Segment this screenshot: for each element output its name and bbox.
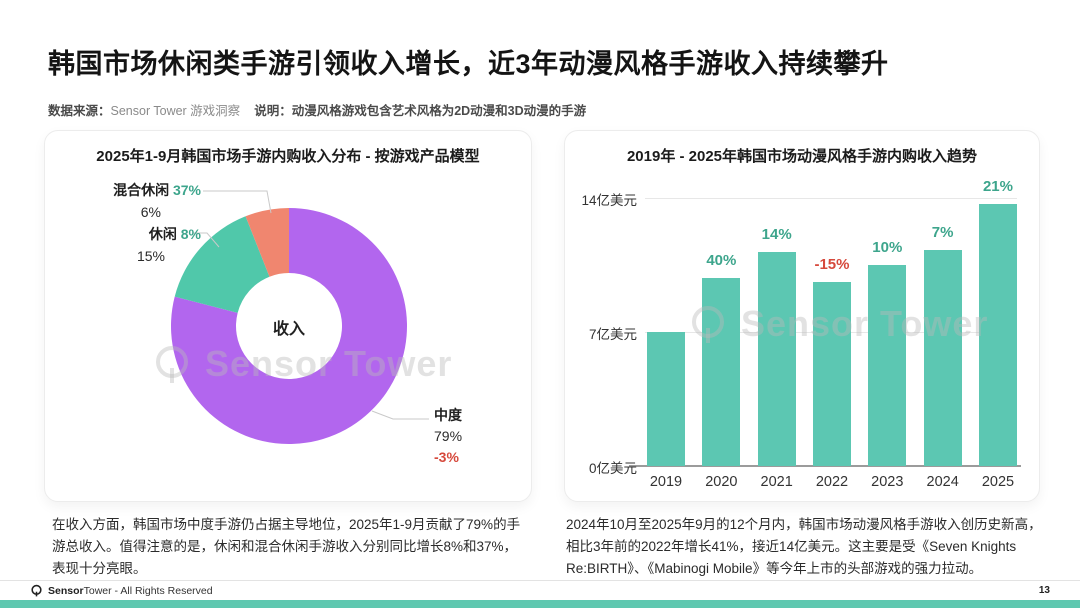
- donut-chart: 混合休闲 37% 6% 休闲 8% 15% 中度 79% -3% 收入: [45, 171, 533, 503]
- bar-growth-label-2024: 7%: [931, 223, 954, 241]
- bar-chart-title: 2019年 - 2025年韩国市场动漫风格手游内购收入趋势: [626, 148, 978, 165]
- segment-share: 15%: [136, 248, 165, 264]
- bar-growth-label-2025: 21%: [982, 177, 1013, 195]
- donut-chart-card: 2025年1-9月韩国市场手游内购收入分布 - 按游戏产品模型 混合休闲 37%…: [44, 130, 532, 502]
- source-line: 数据来源：Sensor Tower 游戏洞察 说明：动漫风格游戏包含艺术风格为2D…: [48, 100, 586, 119]
- bar-2023: [868, 265, 907, 466]
- bar-2025: [978, 203, 1017, 466]
- donut-chart-title: 2025年1-9月韩国市场手游内购收入分布 - 按游戏产品模型: [96, 148, 480, 165]
- bar-2019: [647, 332, 685, 466]
- bar-growth-label-2020: 40%: [706, 252, 737, 270]
- x-category-label-2021: 2021: [760, 474, 793, 490]
- footer-brand: SensorTower - All Rights Reserved: [30, 584, 213, 597]
- segment-yoy: 37%: [172, 182, 201, 198]
- commentary-right: 2024年10月至2025年9月的12个月内，韩国市场动漫风格手游收入创历史新高…: [566, 517, 1042, 576]
- x-category-label-2025: 2025: [981, 474, 1015, 490]
- page-title: 韩国市场休闲类手游引领收入增长，近3年动漫风格手游收入持续攀升: [48, 49, 889, 79]
- source-label: 数据来源：: [48, 104, 111, 118]
- bottom-accent-bar: [0, 600, 1080, 608]
- bar-chart-card: 2019年 - 2025年韩国市场动漫风格手游内购收入趋势 0亿美元 7亿美元 14…: [564, 130, 1040, 502]
- commentary-left: 在收入方面，韩国市场中度手游仍占据主导地位，2025年1-9月贡献了79%的手游…: [52, 517, 521, 576]
- segment-label: 中度: [434, 407, 462, 423]
- segment-share: 79%: [434, 428, 463, 444]
- segment-share: 6%: [140, 204, 161, 220]
- source-value: Sensor Tower 游戏洞察: [110, 104, 241, 118]
- bar-2024: [923, 249, 962, 466]
- leader-line-hybrid-casual: [203, 190, 272, 214]
- x-category-label-2020: 2020: [705, 474, 738, 490]
- x-category-label-2023: 2023: [871, 474, 904, 490]
- segment-label: 休闲: [148, 226, 177, 242]
- bar-growth-label-2022: -15%: [814, 256, 850, 274]
- bar-2020: [702, 278, 741, 466]
- annotation-hybrid-casual: 混合休闲 37% 6%: [85, 179, 201, 223]
- segment-yoy: -3%: [434, 449, 459, 465]
- y-tick-label: 0亿美元: [588, 461, 637, 476]
- x-category-label-2024: 2024: [926, 474, 959, 490]
- donut-center-label: 收入: [272, 321, 305, 338]
- note-label: 说明：: [254, 104, 292, 118]
- x-axis-line: [629, 465, 1021, 467]
- annotation-midcore: 中度 79% -3%: [434, 405, 462, 468]
- donut-slice-中度: [171, 208, 408, 444]
- y-tick-label: 14亿美元: [581, 193, 637, 208]
- bar-chart: 0亿美元 7亿美元 14亿美元 2019 40% 2020 14% 2021 -15% 2022 1…: [565, 131, 1041, 503]
- gridline: [645, 198, 1017, 199]
- bar-2022: [812, 282, 851, 466]
- x-category-label-2022: 2022: [815, 474, 849, 490]
- bar-2021: [757, 251, 796, 466]
- donut-slice-混合休闲: [245, 208, 289, 277]
- y-tick-label: 7亿美元: [588, 327, 637, 342]
- note-value: 动漫风格游戏包含艺术风格为2D动漫和3D动漫的手游: [291, 104, 587, 118]
- segment-yoy: 8%: [180, 226, 201, 242]
- donut-svg: [171, 190, 429, 444]
- bar-growth-label-2021: 14%: [761, 225, 792, 243]
- leader-line-casual: [193, 232, 220, 248]
- page-number: 13: [1038, 585, 1050, 596]
- x-category-label-2019: 2019: [649, 474, 683, 490]
- footer: SensorTower - All Rights Reserved 13: [0, 580, 1080, 600]
- sensortower-logo-icon: [31, 584, 42, 597]
- brand-name-rest: Tower: [83, 584, 112, 597]
- footer-rights: - All Rights Reserved: [114, 584, 213, 597]
- annotation-casual: 休闲 8% 15%: [85, 223, 201, 267]
- bar-growth-label-2023: 10%: [872, 239, 903, 256]
- donut-slice-休闲: [174, 216, 270, 313]
- brand-name-bold: Sensor: [48, 584, 84, 597]
- leader-line-midcore: [371, 410, 429, 420]
- segment-label: 混合休闲: [113, 182, 170, 198]
